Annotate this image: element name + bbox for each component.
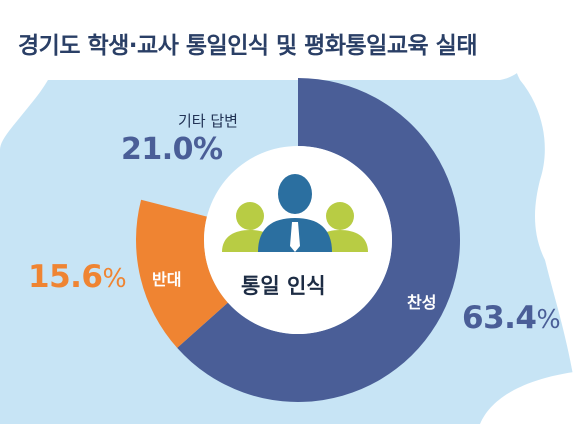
right-person-head — [326, 202, 354, 230]
oppose-label: 반대 — [152, 270, 182, 289]
other-answer-label: 기타 답변 — [178, 112, 238, 130]
right-silhouette — [505, 0, 574, 380]
main-person-tie — [290, 222, 300, 252]
support-percent: 63.4% — [462, 300, 561, 336]
oppose-slice — [135, 199, 228, 348]
oppose-unit: % — [102, 263, 127, 293]
support-slice — [177, 78, 460, 403]
center-label: 통일 인식 — [241, 274, 326, 298]
people-group-icon — [222, 174, 368, 252]
support-value: 63.4 — [462, 300, 537, 336]
chart-title: 경기도 학생·교사 통일인식 및 평화통일교육 실태 — [18, 33, 477, 59]
title-band — [0, 0, 574, 80]
oppose-percent: 15.6% — [28, 259, 127, 295]
left-person-head — [236, 202, 264, 230]
oppose-value: 15.6 — [28, 259, 103, 295]
main-person-head — [278, 174, 312, 214]
support-unit: % — [536, 304, 561, 334]
other-answer-percent: 21.0% — [121, 132, 223, 167]
bottom-right-silhouette — [480, 372, 574, 424]
support-label: 찬성 — [407, 293, 437, 312]
other-answer-value: 21.0% — [121, 132, 223, 167]
